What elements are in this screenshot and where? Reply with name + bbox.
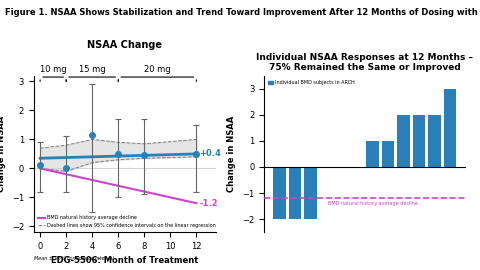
Bar bbox=[429, 115, 441, 167]
Bar bbox=[382, 141, 394, 167]
Bar bbox=[366, 141, 379, 167]
Text: 10 mg: 10 mg bbox=[40, 65, 66, 73]
Legend: BMD natural history average decline, Dashed lines show 95% confidence intervals : BMD natural history average decline, Das… bbox=[36, 214, 217, 230]
Text: 15 mg: 15 mg bbox=[79, 65, 106, 73]
Y-axis label: Change in NSAA: Change in NSAA bbox=[0, 116, 6, 192]
Y-axis label: Change in NSAA: Change in NSAA bbox=[228, 116, 237, 192]
Bar bbox=[273, 167, 286, 219]
Text: 20 mg: 20 mg bbox=[144, 65, 171, 73]
Bar bbox=[413, 115, 425, 167]
Bar bbox=[444, 89, 456, 167]
Bar bbox=[397, 115, 410, 167]
X-axis label: EDG-5506: Month of Treatment: EDG-5506: Month of Treatment bbox=[51, 256, 199, 265]
Title: NSAA Change: NSAA Change bbox=[87, 40, 162, 50]
Legend: Individual BMD subjects in ARCH: Individual BMD subjects in ARCH bbox=[266, 78, 356, 87]
Text: BMD natural history average decline: BMD natural history average decline bbox=[328, 201, 418, 206]
Bar bbox=[288, 167, 301, 219]
Text: -1.2: -1.2 bbox=[199, 199, 218, 208]
Text: +0.4: +0.4 bbox=[199, 149, 221, 158]
Title: Individual NSAA Responses at 12 Months –
75% Remained the Same or Improved: Individual NSAA Responses at 12 Months –… bbox=[256, 53, 473, 72]
Text: Figure 1. NSAA Shows Stabilization and Trend Toward Improvement After 12 Months : Figure 1. NSAA Shows Stabilization and T… bbox=[5, 8, 480, 17]
Bar bbox=[304, 167, 317, 219]
Text: Mean ± 95% confidence interval: Mean ± 95% confidence interval bbox=[34, 256, 113, 262]
